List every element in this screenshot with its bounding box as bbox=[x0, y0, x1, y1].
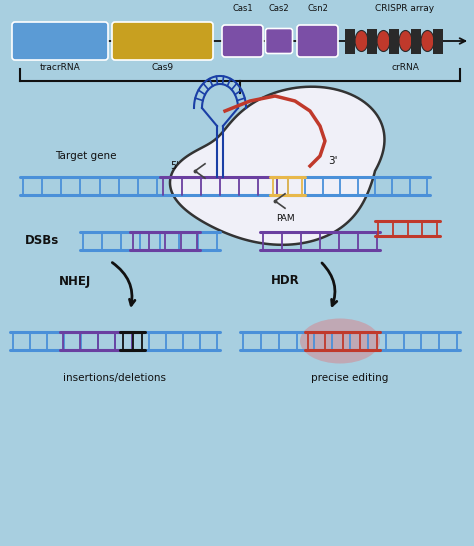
Text: DSBs: DSBs bbox=[25, 234, 59, 247]
Polygon shape bbox=[170, 87, 384, 245]
Text: PAM: PAM bbox=[276, 214, 294, 223]
FancyBboxPatch shape bbox=[12, 22, 108, 60]
Ellipse shape bbox=[377, 31, 390, 51]
Text: insertions/deletions: insertions/deletions bbox=[64, 373, 166, 383]
FancyBboxPatch shape bbox=[410, 28, 420, 54]
Text: 5': 5' bbox=[170, 161, 179, 171]
Text: tracrRNA: tracrRNA bbox=[40, 63, 81, 72]
FancyBboxPatch shape bbox=[389, 28, 399, 54]
Ellipse shape bbox=[399, 31, 412, 51]
FancyBboxPatch shape bbox=[222, 25, 263, 57]
Ellipse shape bbox=[300, 318, 380, 364]
Ellipse shape bbox=[421, 31, 434, 51]
Text: Cas9: Cas9 bbox=[152, 63, 174, 72]
Text: precise editing: precise editing bbox=[311, 373, 389, 383]
Text: CRISPR array: CRISPR array bbox=[375, 4, 435, 13]
Text: Target gene: Target gene bbox=[55, 151, 117, 161]
Text: crRNA: crRNA bbox=[391, 63, 419, 72]
FancyBboxPatch shape bbox=[366, 28, 376, 54]
Text: Cas2: Cas2 bbox=[269, 4, 289, 13]
FancyBboxPatch shape bbox=[432, 28, 443, 54]
Text: Cas1: Cas1 bbox=[233, 4, 253, 13]
FancyBboxPatch shape bbox=[112, 22, 213, 60]
Text: 3': 3' bbox=[328, 156, 337, 166]
FancyBboxPatch shape bbox=[265, 28, 292, 54]
FancyBboxPatch shape bbox=[345, 28, 355, 54]
Text: NHEJ: NHEJ bbox=[59, 275, 91, 288]
FancyBboxPatch shape bbox=[297, 25, 338, 57]
Text: Csn2: Csn2 bbox=[308, 4, 328, 13]
Ellipse shape bbox=[355, 31, 368, 51]
Text: HDR: HDR bbox=[271, 275, 300, 288]
